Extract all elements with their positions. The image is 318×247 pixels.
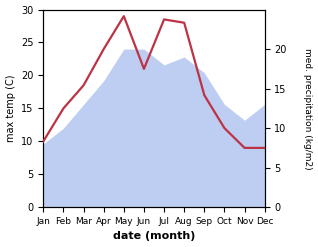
Y-axis label: med. precipitation (kg/m2): med. precipitation (kg/m2) <box>303 48 313 169</box>
Y-axis label: max temp (C): max temp (C) <box>5 75 16 142</box>
X-axis label: date (month): date (month) <box>113 231 195 242</box>
